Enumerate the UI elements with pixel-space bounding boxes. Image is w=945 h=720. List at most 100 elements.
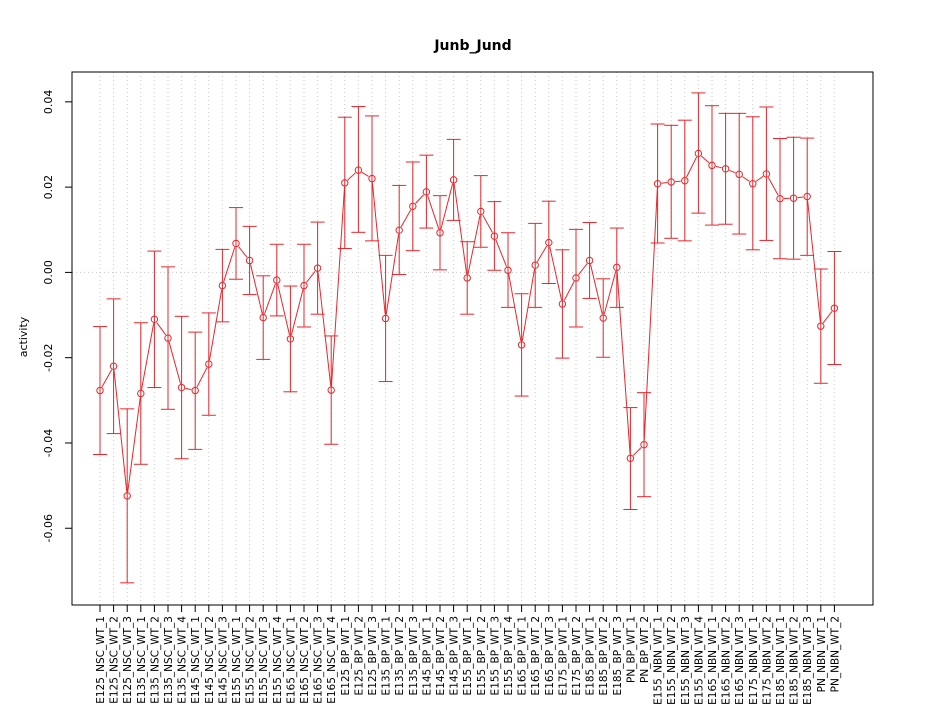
data-point [150,315,159,324]
x-tick-label: E165_BP_WT_1 [517,616,529,695]
series-segment [715,165,722,169]
x-tick-label: E175_BP_WT_2 [571,616,583,695]
x-tick-label: E165_NBN_WT_3 [734,616,746,705]
x-tick-label: E135_NSC_WT_3 [163,616,175,704]
series-segment [563,281,575,301]
x-tick-label: E155_BP_WT_4 [503,616,515,696]
data-point [191,386,199,395]
series-segment [632,447,642,456]
x-tick-label: E125_BP_WT_2 [353,616,365,695]
x-tick-label: E155_NBN_WT_2 [666,616,678,705]
data-point [681,177,689,185]
x-tick-label: E155_NSC_WT_2 [245,616,257,704]
x-tick-label: E155_NSC_WT_4 [272,616,284,704]
x-tick-label: E135_BP_WT_3 [408,616,420,695]
series-segment [661,182,668,184]
data-point [735,170,743,179]
series-segment [453,183,468,275]
series-segment [208,289,223,361]
series-segment [101,369,113,388]
data-point [245,256,254,265]
y-tick-label: -0.04 [42,429,55,457]
x-tick-label: E185_BP_WT_3 [612,616,624,695]
data-point [449,176,458,184]
series-segment [549,246,563,301]
series-segment [168,341,182,384]
data-point [585,256,594,265]
series-segment [371,182,386,315]
series-segment [578,263,588,276]
y-tick-label: -0.02 [42,343,55,371]
series-segment [675,180,681,183]
data-point [599,314,607,322]
x-tick-label: E185_BP_WT_1 [585,616,597,695]
series-segment [701,155,710,164]
series-segment [277,283,290,336]
x-tick-label: E145_NSC_WT_1 [190,616,202,704]
x-tick-label: E155_NBN_WT_4 [693,616,705,705]
data-point [776,194,784,203]
data-point [96,386,104,395]
x-tick-label: E165_BP_WT_2 [530,616,542,695]
data-point [164,334,172,342]
x-tick-label: E155_NSC_WT_1 [231,616,243,704]
series-segment [196,367,208,388]
data-point [313,264,322,272]
y-tick-label: 0.00 [42,260,55,285]
series-segment [729,169,736,174]
series-segment [141,323,155,390]
data-point [177,383,186,392]
data-point [123,492,131,500]
series-segment [807,200,821,323]
data-point [109,362,118,370]
x-tick-label: E135_NSC_WT_2 [149,616,161,704]
data-point [381,314,390,323]
series-segment [686,156,698,178]
data-point [218,281,227,290]
data-point [327,386,335,394]
x-tick-label: E185_BP_WT_2 [598,616,610,695]
x-tick-label: E155_NSC_WT_3 [258,616,270,704]
series-segment [250,264,263,314]
series-segment [495,239,507,267]
x-tick-label: E155_BP_WT_3 [489,616,501,695]
data-point [626,454,635,463]
x-tick-label: E165_NSC_WT_1 [285,616,297,704]
series-segment [385,234,400,315]
data-point [721,165,730,173]
data-point [232,239,240,248]
data-point [137,389,145,398]
data-point [694,149,703,158]
data-point [354,166,363,174]
series-segment [238,246,248,258]
x-tick-label: E155_NBN_WT_3 [680,616,692,705]
x-tick-label: E175_BP_WT_1 [557,616,569,695]
x-tick-label: E145_BP_WT_3 [449,616,461,695]
series-segment [156,322,167,336]
x-tick-label: E175_NBN_WT_2 [761,616,773,705]
data-point [572,274,580,282]
x-tick-label: E135_BP_WT_2 [394,616,406,695]
x-tick-label: E185_NBN_WT_3 [802,616,814,705]
y-tick-label: 0.02 [42,175,55,200]
series-segment [306,270,316,283]
data-point [667,178,675,186]
x-tick-label: E125_BP_WT_1 [340,616,352,695]
x-tick-label: E135_BP_WT_1 [381,616,393,695]
x-tick-label: E155_NBN_WT_1 [653,616,665,705]
x-tick-label: E165_BP_WT_3 [544,616,556,695]
series-segment [185,387,192,391]
series-segment [755,175,764,182]
y-axis-label: activity [17,316,30,357]
data-point [205,360,213,368]
series-segment [603,271,617,315]
series-segment [742,176,750,182]
x-tick-label: PN_NBN_WT_2 [829,616,841,692]
x-tick-label: PN_BP_WT_2 [639,616,651,683]
series-line [101,155,833,492]
series-segment [616,271,631,455]
x-tick-label: PN_BP_WT_1 [625,616,637,683]
series-segment [797,196,804,199]
x-tick-label: E135_NSC_WT_4 [177,616,189,704]
